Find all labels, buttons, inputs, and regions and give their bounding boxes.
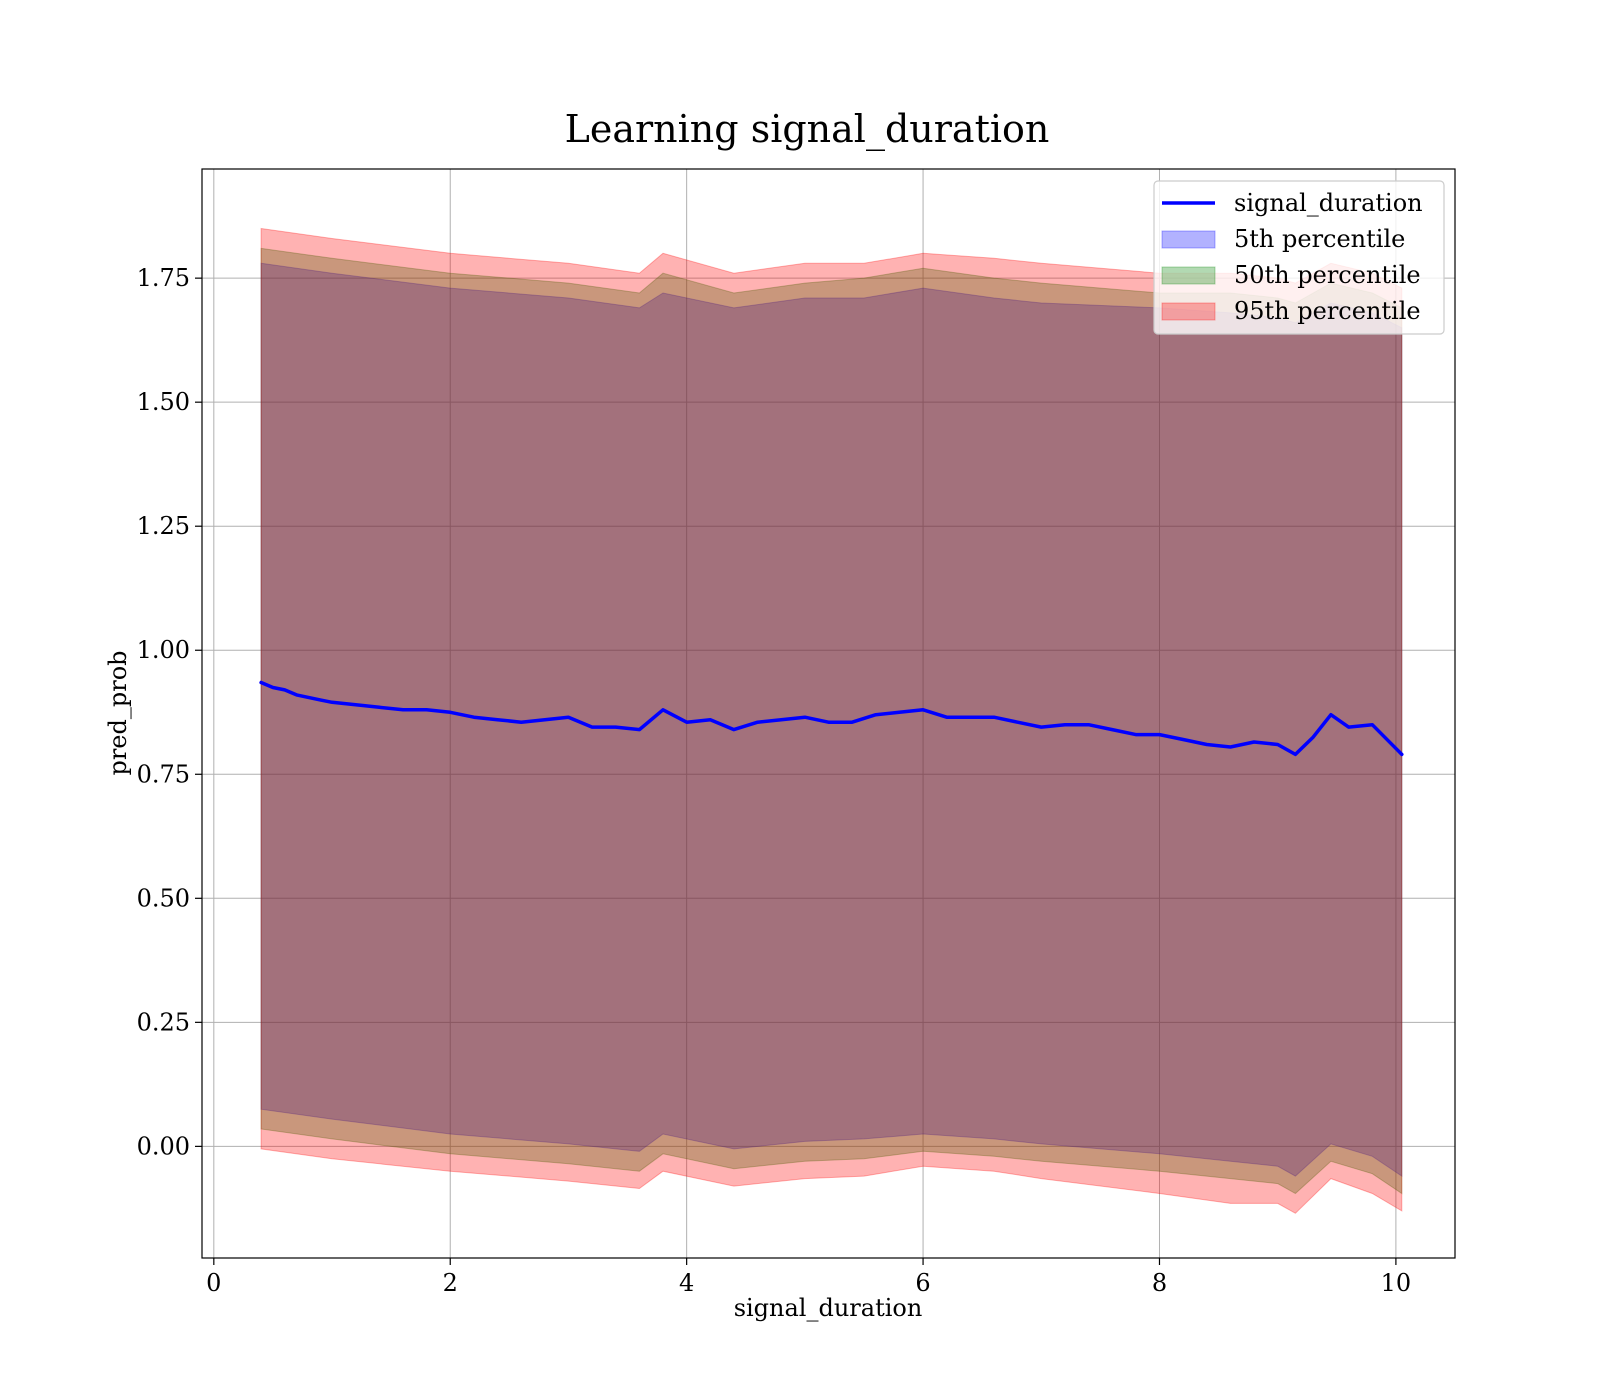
x-tick-label: 4 — [679, 1269, 694, 1297]
legend-swatch-5th — [1161, 230, 1216, 249]
x-tick-label: 8 — [1152, 1269, 1167, 1297]
y-axis-label: pred_prob — [104, 650, 132, 775]
y-tick-label: 0.00 — [137, 1132, 190, 1160]
y-tick-label: 1.75 — [137, 264, 190, 292]
gridlines — [202, 169, 1455, 1258]
legend-box — [1153, 180, 1445, 335]
percentile-bands — [260, 227, 1403, 1214]
y-tick-label: 0.75 — [137, 760, 190, 788]
x-tick-label: 0 — [206, 1269, 221, 1297]
legend-swatch-95th — [1161, 302, 1216, 321]
band-5th-percentile — [260, 262, 1403, 1178]
y-axis-ticks: 0.00 0.25 0.50 0.75 1.00 1.25 1.50 1.75 — [137, 264, 202, 1160]
x-axis-label: signal_duration — [734, 1294, 923, 1322]
line-signal-duration — [259, 680, 1404, 757]
legend-label-signal-duration: signal_duration — [1234, 189, 1423, 217]
y-tick-label: 1.25 — [137, 512, 190, 540]
x-tick-label: 10 — [1381, 1269, 1412, 1297]
y-tick-label: 0.25 — [137, 1008, 190, 1036]
series-lines — [259, 680, 1404, 757]
legend: signal_duration 5th percentile 50th perc… — [1153, 180, 1445, 335]
y-tick-label: 1.50 — [137, 388, 190, 416]
chart-title: Learning signal_duration — [565, 107, 1050, 152]
x-tick-label: 2 — [443, 1269, 458, 1297]
legend-label-5th: 5th percentile — [1234, 225, 1405, 253]
x-axis-ticks: 0 2 4 6 8 10 — [206, 1258, 1411, 1297]
plot-frame — [201, 168, 1456, 1259]
x-tick-label: 6 — [915, 1269, 930, 1297]
y-tick-label: 0.50 — [137, 884, 190, 912]
legend-label-95th: 95th percentile — [1234, 297, 1421, 325]
y-tick-label: 1.00 — [137, 636, 190, 664]
legend-label-50th: 50th percentile — [1234, 261, 1421, 289]
legend-swatch-50th — [1161, 266, 1216, 285]
